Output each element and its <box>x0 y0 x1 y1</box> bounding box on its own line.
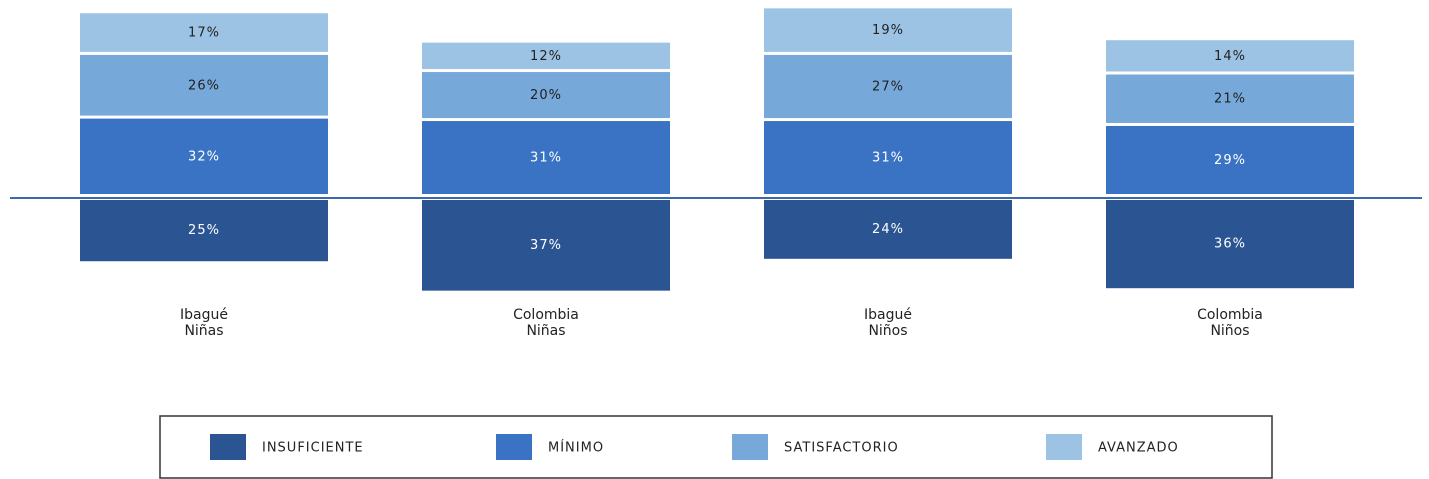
bar-segment <box>764 200 1012 259</box>
value-label: 32% <box>188 149 220 164</box>
bar-segment <box>764 121 1012 194</box>
bar-segment <box>1106 40 1354 72</box>
bar-segment <box>80 200 328 262</box>
bar-segment <box>422 42 670 70</box>
legend-label: AVANZADO <box>1098 441 1179 456</box>
value-label: 31% <box>530 151 562 166</box>
bar-segment <box>1106 74 1354 123</box>
x-tick-label: Ibagué <box>180 307 228 323</box>
value-label: 31% <box>872 151 904 166</box>
legend-swatch <box>496 434 532 460</box>
value-label: 37% <box>530 238 562 253</box>
x-tick-label: Niñas <box>184 323 223 339</box>
legend-label: MÍNIMO <box>548 440 604 456</box>
legend-swatch <box>732 434 768 460</box>
x-tick-label: Niñas <box>526 323 565 339</box>
value-label: 12% <box>530 49 562 64</box>
bar-segment <box>764 54 1012 119</box>
legend-swatch <box>210 434 246 460</box>
legend-box <box>159 415 1273 479</box>
value-label: 19% <box>872 23 904 38</box>
legend-label: SATISFACTORIO <box>784 441 899 456</box>
bar-segment <box>422 121 670 194</box>
bar-segment <box>422 200 670 291</box>
value-label: 21% <box>1214 92 1246 107</box>
bar-segment <box>422 72 670 119</box>
value-label: 29% <box>1214 153 1246 168</box>
x-tick-label: Niños <box>1210 323 1249 339</box>
legend-swatch <box>1046 434 1082 460</box>
x-tick-label: Niños <box>868 323 907 339</box>
value-label: 26% <box>188 78 220 93</box>
x-tick-label: Colombia <box>1197 307 1263 323</box>
x-tick-label: Ibagué <box>864 307 912 323</box>
legend-label: INSUFICIENTE <box>262 441 364 456</box>
value-label: 17% <box>188 26 220 41</box>
value-label: 25% <box>188 223 220 238</box>
bar-segment <box>764 8 1012 52</box>
value-label: 36% <box>1214 237 1246 252</box>
bar-segment <box>80 54 328 116</box>
bar-segment <box>1106 200 1354 289</box>
value-label: 24% <box>872 222 904 237</box>
bar-segment <box>80 118 328 194</box>
value-label: 20% <box>530 88 562 103</box>
bar-segment <box>80 13 328 52</box>
bar-segment <box>1106 125 1354 194</box>
x-tick-label: Colombia <box>513 307 579 323</box>
value-label: 14% <box>1214 49 1246 64</box>
value-label: 27% <box>872 79 904 94</box>
